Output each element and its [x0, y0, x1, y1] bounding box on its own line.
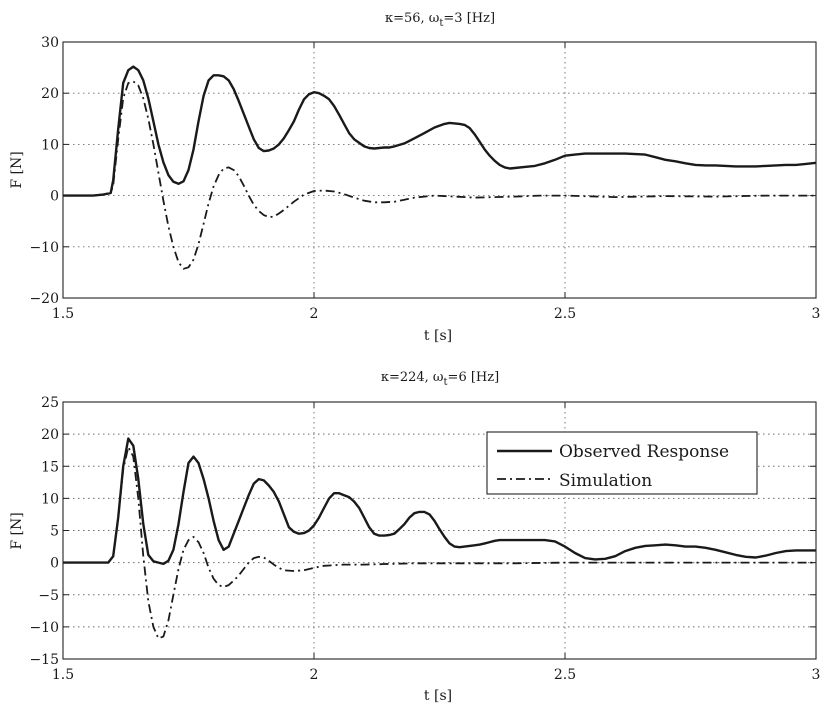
- grid-top: [63, 42, 816, 298]
- legend-label-simulation: Simulation: [559, 471, 652, 491]
- y-tick-label: 10: [41, 137, 59, 153]
- series-layer-top: [63, 65, 817, 270]
- simulation-line-top: [63, 80, 816, 270]
- y-tick-label: 20: [41, 427, 59, 443]
- y-tick-label: −15: [29, 652, 59, 668]
- x-axis-label-bottom: t [s]: [424, 688, 452, 704]
- chart-panel-bottom: κ=224, ωt=6 [Hz] −15 −10 −5 0 5 10 15 20 25 1.5 2…: [9, 370, 820, 704]
- y-tick-label: 15: [41, 459, 59, 475]
- y-tick-label: 30: [41, 35, 59, 51]
- x-tick-label: 1.5: [52, 306, 74, 322]
- x-ticks-top: 1.5 2 2.5 3: [52, 42, 821, 322]
- x-tick-label: 2.5: [554, 306, 576, 322]
- observed-response-line-top: [63, 65, 817, 197]
- chart-panel-top: κ=56, ωt=3 [Hz] −20 −10 0 10 20 30 1.5 2 2.5 3 t…: [9, 11, 820, 344]
- y-tick-label: 25: [41, 395, 59, 411]
- series-layer-bottom: [63, 437, 816, 640]
- y-tick-label: 5: [50, 524, 59, 540]
- y-tick-label: 20: [41, 86, 59, 102]
- legend: Observed Response Simulation: [486, 431, 758, 495]
- y-tick-label: −10: [29, 240, 59, 256]
- y-tick-label: −20: [29, 291, 59, 307]
- y-axis-label-bottom: F [N]: [9, 512, 25, 549]
- x-tick-label: 2.5: [554, 667, 576, 683]
- legend-label-observed: Observed Response: [559, 442, 729, 462]
- y-tick-label: 0: [50, 556, 59, 572]
- x-axis-label-top: t [s]: [424, 328, 452, 344]
- chart-title-top: κ=56, ωt=3 [Hz]: [385, 11, 495, 29]
- x-tick-label: 2: [310, 306, 319, 322]
- simulation-line-bottom: [63, 446, 816, 640]
- x-tick-label: 2: [310, 667, 319, 683]
- plot-frame-top: [62, 41, 817, 299]
- y-tick-label: 0: [50, 189, 59, 205]
- y-ticks-top: −20 −10 0 10 20 30: [29, 35, 816, 307]
- chart-title-bottom: κ=224, ωt=6 [Hz]: [381, 370, 499, 388]
- legend-box: [486, 431, 758, 495]
- x-tick-label: 3: [812, 306, 821, 322]
- y-tick-label: −10: [29, 620, 59, 636]
- y-ticks-bottom: −15 −10 −5 0 5 10 15 20 25: [29, 395, 816, 668]
- x-tick-label: 1.5: [52, 667, 74, 683]
- y-axis-label-top: F [N]: [9, 151, 25, 188]
- y-tick-label: 10: [41, 491, 59, 507]
- y-tick-label: −5: [38, 588, 59, 604]
- x-ticks-bottom: 1.5 2 2.5 3: [52, 402, 821, 683]
- x-tick-label: 3: [812, 667, 821, 683]
- observed-response-line-bottom: [63, 437, 816, 566]
